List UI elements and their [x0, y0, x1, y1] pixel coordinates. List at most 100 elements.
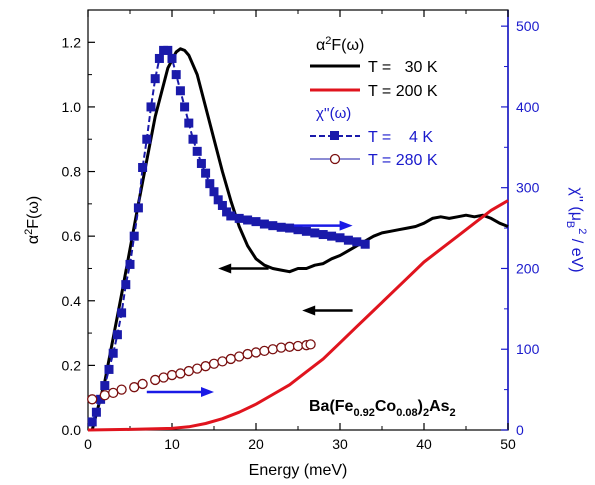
data-point-t280k: [242, 348, 253, 360]
data-point-t4k: [192, 146, 202, 156]
y-left-tick-label: 0.6: [62, 228, 82, 244]
data-point-t280k: [305, 339, 316, 350]
data-point-t280k: [192, 363, 203, 374]
data-point-t4k: [175, 86, 185, 96]
data-point-t280k: [292, 340, 304, 352]
y-right-tick-label: 100: [516, 341, 540, 357]
data-point-t4k: [87, 417, 97, 427]
legend-label-30k: T = 30 K: [368, 59, 438, 76]
data-point-t4k: [100, 381, 110, 391]
data-point-t4k: [209, 187, 219, 197]
data-point-t280k: [250, 347, 262, 358]
annotation-arrows: [146, 220, 353, 398]
series-line-t30k: [90, 47, 509, 431]
legend-title-alpha2f: α2F(ω): [316, 35, 364, 54]
data-point-t4k: [310, 228, 320, 238]
y-right-tick-label: 400: [516, 99, 540, 115]
data-point-t4k: [138, 163, 148, 172]
data-point-t4k: [196, 158, 206, 168]
data-point-t4k: [226, 211, 236, 221]
data-point-t4k: [112, 330, 122, 340]
legend-title-chi: χ''(ω): [316, 105, 351, 122]
data-point-t4k: [180, 102, 190, 112]
data-point-t4k: [108, 348, 118, 358]
y-right-axis-ticks: 0 100 200 300 400 500: [501, 18, 540, 438]
data-point-t4k: [96, 394, 106, 404]
x-tick-label: 50: [500, 436, 516, 452]
data-point-t4k: [352, 237, 362, 247]
data-point-t280k: [259, 345, 270, 356]
data-point-t4k: [167, 53, 177, 63]
legend-marker-280k: [329, 153, 341, 165]
data-point-t4k: [234, 213, 244, 223]
data-point-t4k: [150, 74, 160, 84]
y-left-tick-label: 0.4: [62, 293, 82, 309]
data-point-t4k: [343, 235, 353, 245]
data-point-t4k: [293, 225, 303, 235]
annotation-arrow-right-2-head: [339, 220, 353, 231]
compound-label: Ba(Fe0.92Co0.08)2As2: [309, 398, 456, 419]
data-point-t4k: [327, 231, 337, 241]
data-point-t4k: [91, 407, 101, 417]
data-point-t4k: [335, 233, 345, 243]
data-point-t4k: [318, 230, 328, 240]
data-point-t4k: [133, 203, 143, 213]
data-point-t4k: [184, 118, 194, 128]
data-point-t4k: [276, 222, 286, 232]
data-point-t280k: [208, 358, 220, 369]
x-tick-label: 40: [416, 436, 432, 452]
data-point-t280k: [217, 356, 228, 367]
x-tick-label: 0: [84, 436, 92, 452]
data-point-t4k: [121, 280, 131, 290]
data-point-t280k: [234, 351, 245, 362]
data-point-t4k: [154, 53, 164, 63]
data-point-t4k: [188, 134, 198, 144]
data-point-t4k: [243, 215, 253, 225]
data-point-t4k: [285, 223, 295, 233]
y-left-axis-ticks: 0.0 0.2 0.4 0.6 0.8 1.0 1.2: [62, 9, 95, 438]
x-tick-label: 20: [248, 436, 264, 452]
data-point-t280k: [276, 342, 287, 353]
y-right-tick-label: 500: [516, 18, 540, 34]
data-point-t280k: [225, 353, 236, 365]
data-point-t280k: [108, 387, 119, 398]
plot-frame: [87, 9, 509, 431]
data-point-t280k: [158, 372, 169, 383]
series-layer: [87, 45, 509, 432]
y-right-tick-label: 200: [516, 260, 540, 276]
data-point-t280k: [267, 344, 278, 355]
legend-marker-4k: [330, 131, 339, 140]
data-point-t4k: [268, 221, 278, 231]
data-point-t4k: [117, 308, 127, 318]
x-axis-ticks: 0 10 20 30 40 50: [84, 10, 516, 452]
data-point-t280k: [284, 341, 295, 352]
y-left-tick-label: 0.0: [62, 422, 82, 438]
x-tick-label: 10: [164, 436, 180, 452]
data-point-t280k: [166, 369, 178, 381]
data-point-t280k: [87, 394, 98, 405]
data-point-t4k: [217, 200, 227, 210]
data-point-t280k: [137, 378, 148, 390]
data-point-t4k: [163, 45, 173, 55]
data-point-t4k: [104, 364, 114, 374]
x-axis-title: Energy (meV): [249, 462, 348, 479]
legend-label-200k: T = 200 K: [368, 83, 438, 100]
legend: α2F(ω) T = 30 K T = 200 K χ''(ω) T = 4 K…: [310, 35, 438, 169]
data-point-t280k: [116, 384, 127, 395]
x-tick-label: 30: [332, 436, 348, 452]
y-left-axis-title: α2F(ω): [23, 196, 42, 244]
y-left-tick-label: 0.2: [62, 357, 82, 373]
data-point-t4k: [251, 217, 261, 227]
annotation-arrow-left-1-head: [302, 305, 316, 316]
data-point-t4k: [171, 70, 181, 80]
data-point-t4k: [259, 219, 269, 229]
y-left-tick-label: 1.2: [62, 34, 82, 50]
data-point-t280k: [150, 374, 161, 386]
series-line-t200k: [87, 199, 509, 432]
annotation-arrow-left-0-head: [218, 263, 232, 274]
data-point-t4k: [146, 102, 156, 112]
data-point-t4k: [360, 239, 370, 249]
data-point-t4k: [142, 134, 152, 144]
data-point-t4k: [213, 195, 223, 205]
